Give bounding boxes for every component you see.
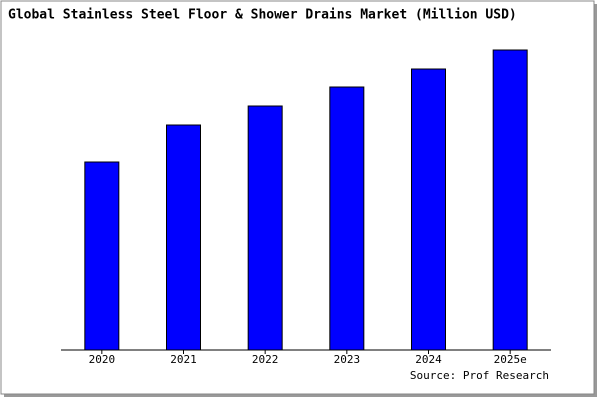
x-tick-label: 2020 [89, 353, 116, 366]
bar [492, 49, 528, 351]
x-tick-label: 2025e [494, 353, 527, 366]
source-note: Source: Prof Research [410, 369, 549, 382]
chart-title: Global Stainless Steel Floor & Shower Dr… [8, 8, 517, 23]
x-tick-label: 2024 [415, 353, 442, 366]
bar [247, 105, 283, 351]
bar [166, 124, 201, 351]
x-tick-label: 2023 [334, 353, 361, 366]
bar [84, 161, 120, 351]
x-tick-label: 2021 [170, 353, 197, 366]
bar [411, 68, 446, 351]
x-tick-label: 2022 [252, 353, 279, 366]
bar [329, 86, 365, 351]
